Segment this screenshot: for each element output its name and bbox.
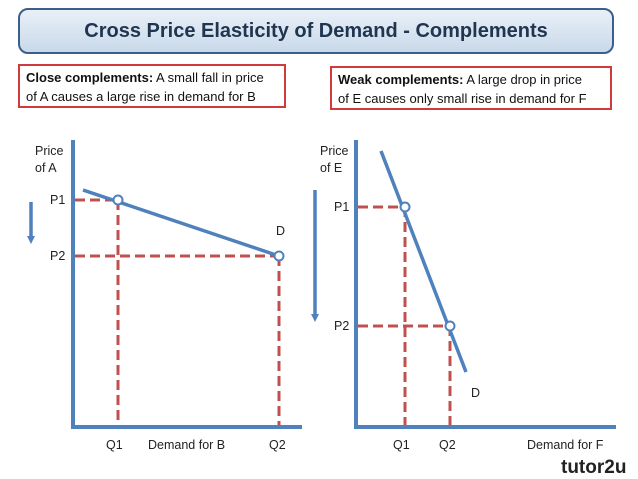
right-price-label-1: Price [320,144,349,158]
left-p2-label: P2 [50,249,65,263]
right-price-label-2: of E [320,161,342,175]
weak-complements-note: Weak complements: A large drop in price … [330,66,612,110]
right-point-1 [399,201,411,213]
weak-complements-heading: Weak complements: [338,72,464,87]
close-complements-heading: Close complements: [26,70,154,85]
left-price-label-2: of A [35,161,57,175]
left-point-2 [273,250,285,262]
close-complements-text-1: A small fall in price [153,70,264,85]
right-q1-label: Q1 [393,438,410,452]
left-x-label: Demand for B [148,438,225,452]
right-x-label: Demand for F [527,438,604,452]
close-complements-text-2: of A causes a large rise in demand for B [26,89,256,104]
left-point-1 [112,194,124,206]
close-complements-note: Close complements: A small fall in price… [18,64,286,108]
right-q2-label: Q2 [439,438,456,452]
tutor2u-logo: tutor2u [561,457,626,478]
right-p2-label: P2 [334,319,349,333]
right-point-2 [444,320,456,332]
left-p1-label: P1 [50,193,65,207]
left-q1-label: Q1 [106,438,123,452]
left-q2-label: Q2 [269,438,286,452]
left-chart: Price of A P1 P2 D Q1 Demand for B Q2 [27,140,302,452]
right-p1-label: P1 [334,200,349,214]
weak-complements-text-1: A large drop in price [463,72,582,87]
weak-complements-text-2: of E causes only small rise in demand fo… [338,91,587,106]
right-curve-label: D [471,386,480,400]
left-price-label-1: Price [35,144,64,158]
right-demand-curve [379,150,468,373]
left-demand-curve [82,188,280,258]
left-curve-label: D [276,224,285,238]
page-title: Cross Price Elasticity of Demand - Compl… [18,8,614,54]
right-chart: Price of E P1 P2 D Q1 Q2 Demand for F [311,140,616,452]
